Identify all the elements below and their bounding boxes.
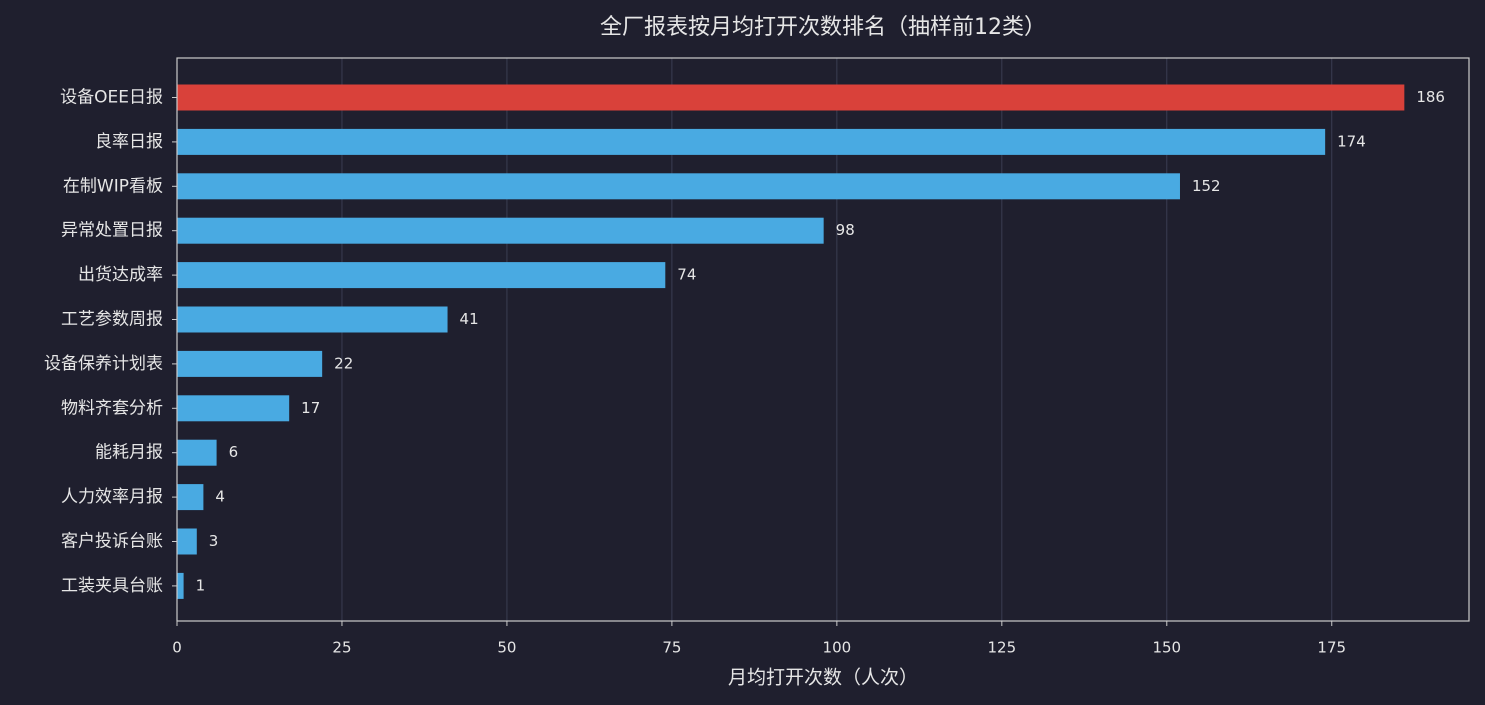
value-label: 41 [460, 310, 479, 328]
bar [177, 439, 217, 466]
value-label: 6 [229, 443, 239, 461]
value-label: 3 [209, 532, 219, 550]
y-tick-label: 能耗月报 [95, 443, 163, 463]
bar [177, 528, 197, 555]
x-tick-label: 100 [823, 639, 852, 657]
value-label: 1 [196, 576, 206, 594]
bar [177, 173, 1180, 200]
y-tick-label: 物料齐套分析 [61, 398, 163, 418]
y-tick-label: 良率日报 [95, 132, 163, 152]
plot-frame [176, 57, 1470, 622]
x-tick-label: 75 [662, 639, 681, 657]
bar [177, 572, 184, 599]
value-label: 4 [215, 488, 225, 506]
y-tick-label: 异常处置日报 [61, 221, 163, 241]
x-tick-label: 25 [332, 639, 351, 657]
bar [177, 262, 666, 289]
bar [177, 217, 824, 244]
value-label: 74 [677, 266, 696, 284]
y-tick-label: 设备保养计划表 [44, 354, 163, 374]
value-label: 174 [1337, 132, 1366, 150]
y-tick-label: 设备OEE日报 [60, 88, 163, 108]
x-tick-label: 150 [1152, 639, 1181, 657]
y-tick-label: 人力效率月报 [61, 487, 163, 507]
value-label: 17 [301, 399, 320, 417]
value-label: 152 [1192, 177, 1221, 195]
bar [177, 484, 204, 511]
y-tick-label: 出货达成率 [78, 265, 163, 285]
value-label: 22 [334, 354, 353, 372]
x-tick-label: 175 [1317, 639, 1346, 657]
y-tick-label: 客户投诉台账 [61, 532, 163, 552]
x-tick-label: 50 [497, 639, 516, 657]
x-tick-label: 125 [988, 639, 1017, 657]
bar [177, 350, 323, 377]
value-label: 186 [1416, 88, 1445, 106]
bar [177, 395, 290, 422]
x-axis-label: 月均打开次数（人次） [728, 667, 918, 689]
bar [177, 84, 1405, 111]
value-label: 98 [836, 221, 855, 239]
chart-title: 全厂报表按月均打开次数排名（抽样前12类） [600, 15, 1046, 40]
bar [177, 128, 1326, 155]
y-tick-label: 工装夹具台账 [61, 576, 163, 596]
bar [177, 306, 448, 333]
y-tick-label: 工艺参数周报 [61, 310, 163, 330]
y-tick-label: 在制WIP看板 [63, 176, 163, 196]
x-tick-label: 0 [172, 639, 182, 657]
